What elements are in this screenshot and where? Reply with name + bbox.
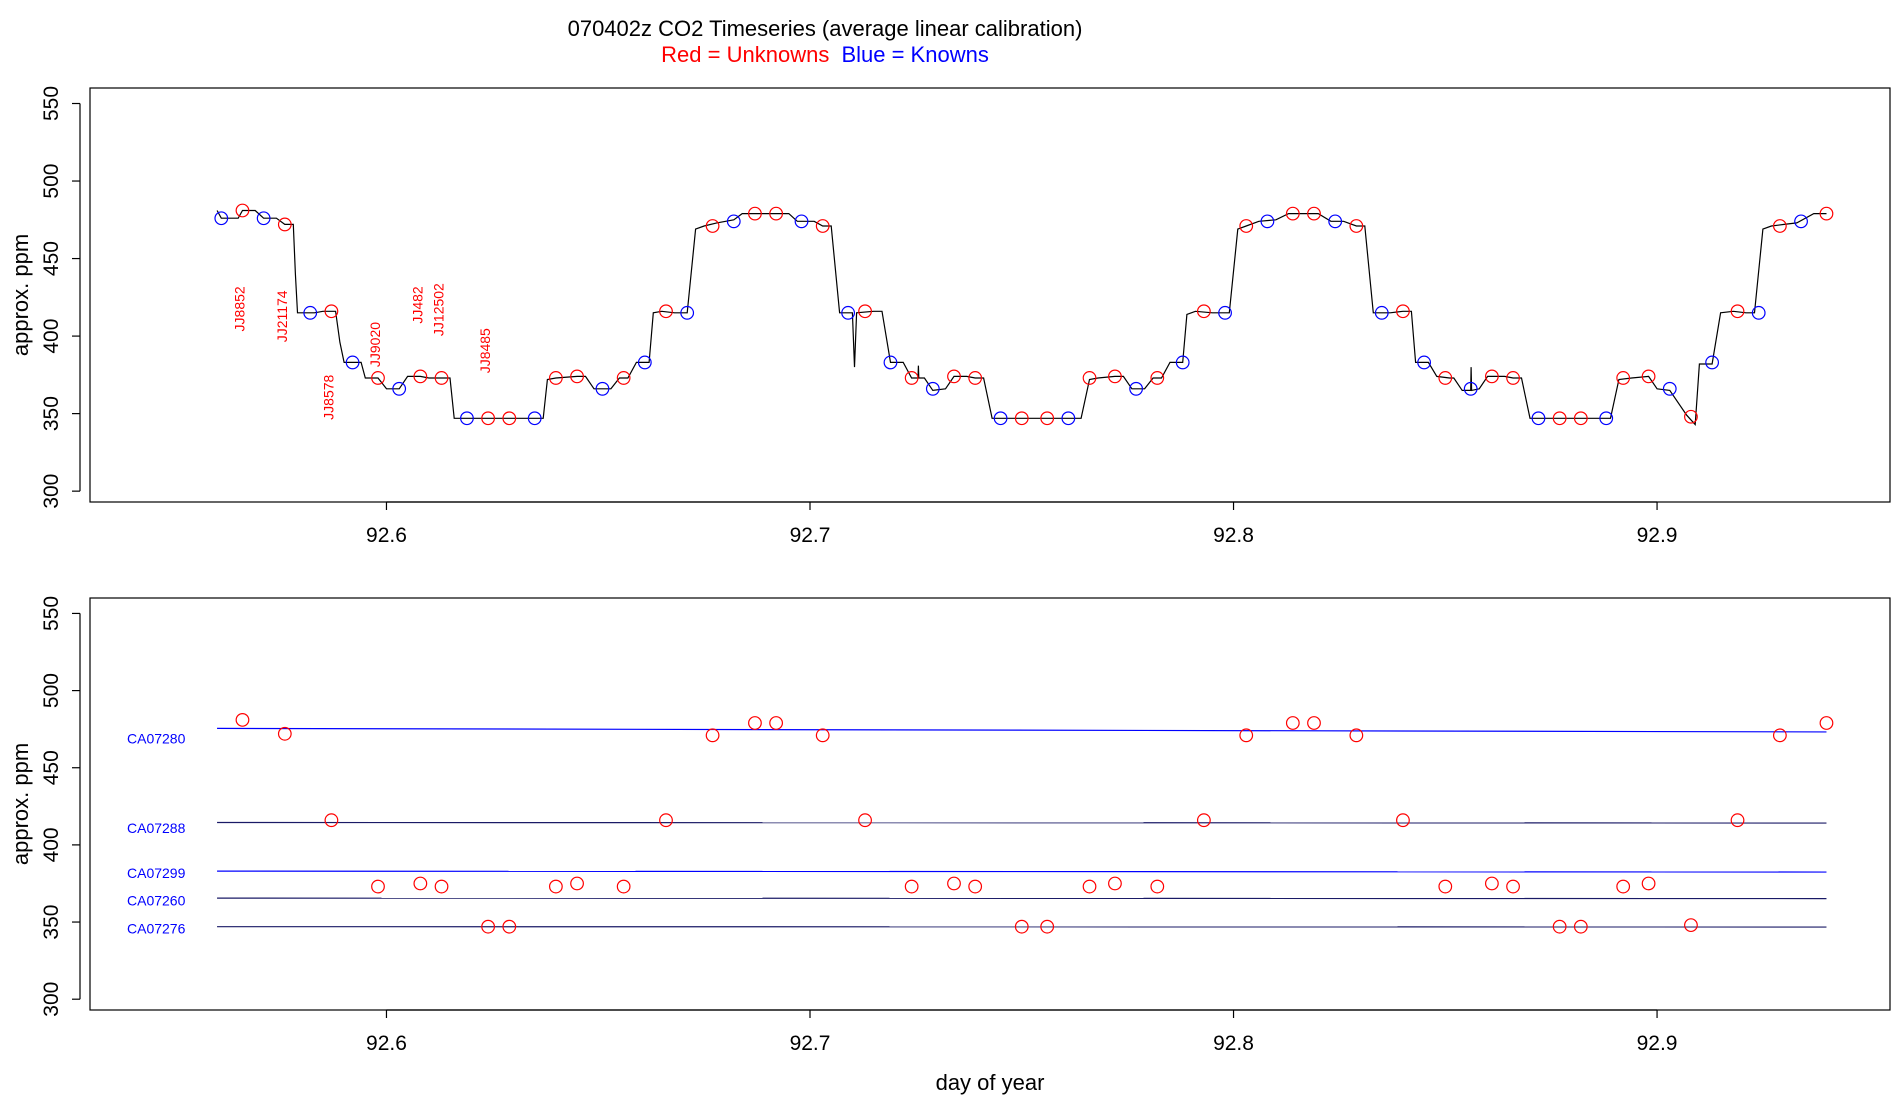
unknown-point (706, 729, 719, 742)
unknown-point (236, 714, 249, 727)
subtitle-unknowns: Red = Unknowns (661, 42, 829, 67)
unknown-point (1151, 880, 1164, 893)
unknown-point (948, 877, 961, 890)
sample-id-label: JJ8578 (321, 374, 337, 419)
unknown-point (325, 814, 338, 827)
x-tick-label: 92.9 (1637, 1032, 1678, 1055)
y-axis-label: approx. ppm (8, 743, 33, 865)
unknown-point (859, 814, 872, 827)
unknown-point (1617, 880, 1630, 893)
sample-id-label: JJ482 (409, 286, 425, 324)
unknown-point (969, 880, 982, 893)
sample-id-label: JJ8485 (477, 328, 493, 373)
unknown-point (1642, 877, 1655, 890)
unknown-point (435, 880, 448, 893)
unknown-point (617, 880, 630, 893)
unknown-point (1731, 814, 1744, 827)
unknown-point (279, 727, 292, 740)
chart-title: 070402z CO2 Timeseries (average linear c… (568, 16, 1083, 41)
plot-frame (90, 88, 1890, 502)
y-tick-label: 500 (40, 164, 63, 199)
sample-id-label: JJ9020 (367, 322, 383, 367)
unknown-point (1083, 372, 1096, 385)
unknown-point (816, 729, 829, 742)
unknown-point (749, 717, 762, 730)
standard-label: CA07288 (127, 820, 186, 836)
known-point (727, 215, 740, 228)
y-tick-label: 550 (40, 86, 63, 121)
x-tick-label: 92.6 (366, 1032, 407, 1055)
standard-label: CA07280 (127, 731, 186, 747)
sample-id-label: JJ12502 (431, 283, 447, 336)
co2-trace-line (217, 211, 1826, 425)
unknown-point (770, 717, 783, 730)
x-tick-label: 92.6 (366, 524, 407, 547)
y-tick-label: 450 (40, 750, 63, 785)
y-tick-label: 350 (40, 396, 63, 431)
x-tick-label: 92.7 (790, 524, 831, 547)
x-tick-label: 92.9 (1637, 524, 1678, 547)
plot-area (215, 204, 1833, 424)
chart-subtitle: Red = Unknowns Blue = Knowns (661, 42, 989, 67)
plot-area (217, 714, 1833, 933)
y-tick-label: 300 (40, 982, 63, 1017)
standard-fit-line (217, 728, 1826, 732)
top-panel: 300 350 400 450 500 550 92.6 92.7 92.8 92.9 approx… (8, 86, 1890, 547)
unknown-point (1287, 717, 1300, 730)
unknown-point (1507, 880, 1520, 893)
sample-id-label: JJ21174 (274, 290, 290, 342)
standard-label: CA07299 (127, 865, 186, 881)
unknown-point (1308, 717, 1321, 730)
unknown-point (1820, 717, 1833, 730)
unknown-point (1397, 814, 1410, 827)
unknown-point (372, 880, 385, 893)
y-tick-label: 300 (40, 474, 63, 509)
unknown-point (414, 877, 427, 890)
y-tick-label: 500 (40, 673, 63, 708)
sample-id-label: JJ8852 (232, 286, 248, 331)
unknown-point (905, 880, 918, 893)
x-axis-label: day of year (936, 1070, 1045, 1095)
unknown-point (1486, 877, 1499, 890)
unknown-point (1109, 877, 1122, 890)
known-point (1795, 215, 1808, 228)
unknown-point (550, 880, 563, 893)
unknown-point (1198, 814, 1211, 827)
subtitle-knowns: Blue = Knowns (841, 42, 988, 67)
unknown-point (1685, 919, 1698, 932)
unknown-point (706, 220, 719, 233)
standard-label: CA07276 (127, 920, 186, 936)
unknown-point (1774, 729, 1787, 742)
plot-frame (90, 598, 1890, 1010)
standard-label: CA07260 (127, 893, 186, 909)
unknown-point (1439, 880, 1452, 893)
x-tick-label: 92.8 (1213, 524, 1254, 547)
y-tick-label: 550 (40, 596, 63, 631)
y-tick-label: 400 (40, 319, 63, 354)
y-tick-label: 450 (40, 241, 63, 276)
unknown-point (660, 814, 673, 827)
known-point (1663, 383, 1676, 396)
x-tick-label: 92.8 (1213, 1032, 1254, 1055)
unknown-point (1083, 880, 1096, 893)
x-tick-label: 92.7 (790, 1032, 831, 1055)
y-axis-label: approx. ppm (8, 234, 33, 356)
standard-fit-line (217, 871, 1826, 872)
y-tick-label: 350 (40, 905, 63, 940)
known-point (927, 383, 940, 396)
unknown-point (571, 877, 584, 890)
bottom-panel: 300 350 400 450 500 550 92.6 92.7 92.8 92.9 approx… (8, 596, 1890, 1095)
y-tick-label: 400 (40, 827, 63, 862)
